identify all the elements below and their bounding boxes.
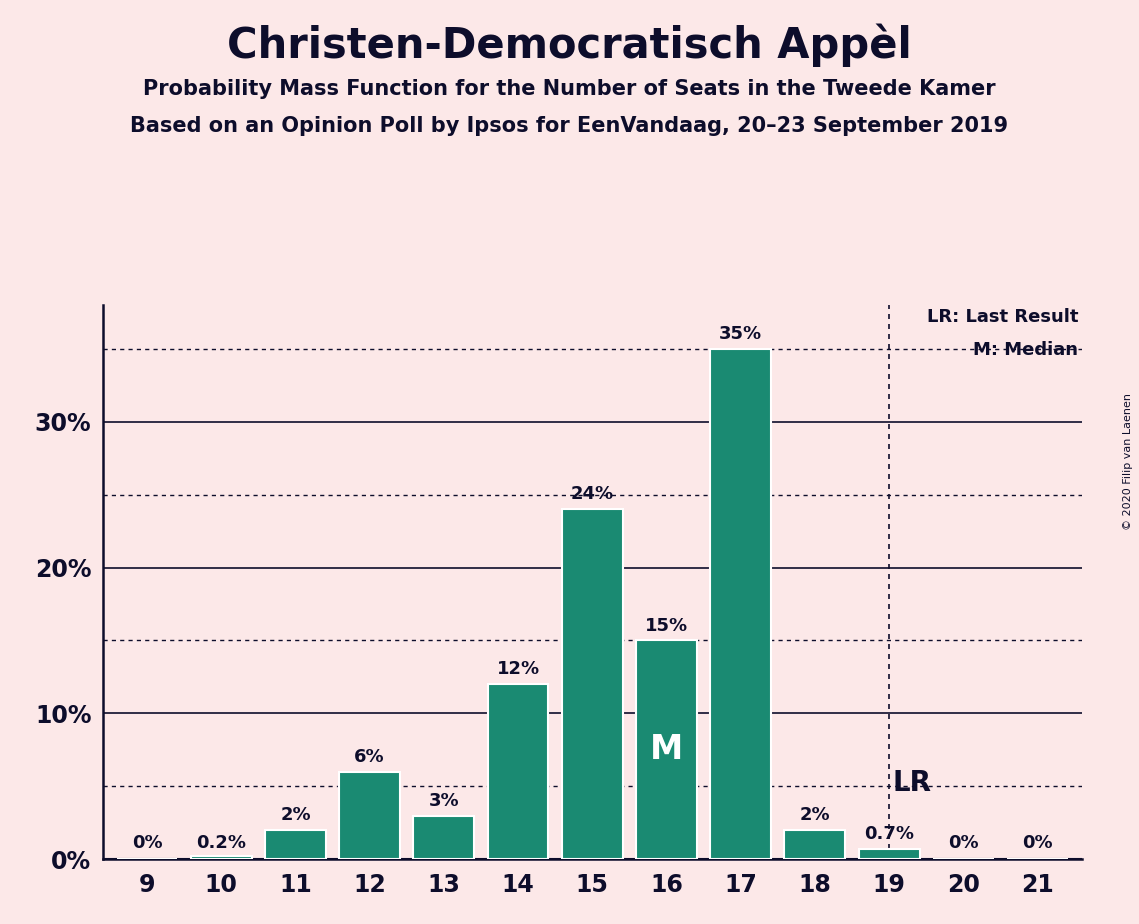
Text: 35%: 35% [719, 325, 762, 343]
Text: 0.2%: 0.2% [196, 834, 246, 852]
Bar [636, 640, 697, 859]
Bar [413, 816, 474, 859]
Text: 0.7%: 0.7% [865, 825, 915, 844]
Text: 15%: 15% [645, 616, 688, 635]
Text: 2%: 2% [800, 807, 830, 824]
Text: Probability Mass Function for the Number of Seats in the Tweede Kamer: Probability Mass Function for the Number… [144, 79, 995, 99]
Bar [711, 348, 771, 859]
Bar [859, 849, 919, 859]
Text: Christen-Democratisch Appèl: Christen-Democratisch Appèl [227, 23, 912, 67]
Bar [785, 830, 845, 859]
Bar [339, 772, 400, 859]
Bar [562, 509, 623, 859]
Text: 24%: 24% [571, 485, 614, 504]
Text: 2%: 2% [280, 807, 311, 824]
Text: M: Median: M: Median [974, 341, 1079, 359]
Text: LR: Last Result: LR: Last Result [927, 308, 1079, 326]
Bar [191, 857, 252, 859]
Text: 6%: 6% [354, 748, 385, 766]
Text: 0%: 0% [132, 834, 163, 852]
Text: © 2020 Filip van Laenen: © 2020 Filip van Laenen [1123, 394, 1133, 530]
Text: LR: LR [893, 770, 932, 797]
Text: 3%: 3% [428, 792, 459, 809]
Bar [487, 685, 549, 859]
Text: 0%: 0% [1022, 834, 1052, 852]
Text: M: M [650, 734, 683, 766]
Text: Based on an Opinion Poll by Ipsos for EenVandaag, 20–23 September 2019: Based on an Opinion Poll by Ipsos for Ee… [131, 116, 1008, 136]
Text: 12%: 12% [497, 661, 540, 678]
Text: 0%: 0% [948, 834, 978, 852]
Bar [265, 830, 326, 859]
